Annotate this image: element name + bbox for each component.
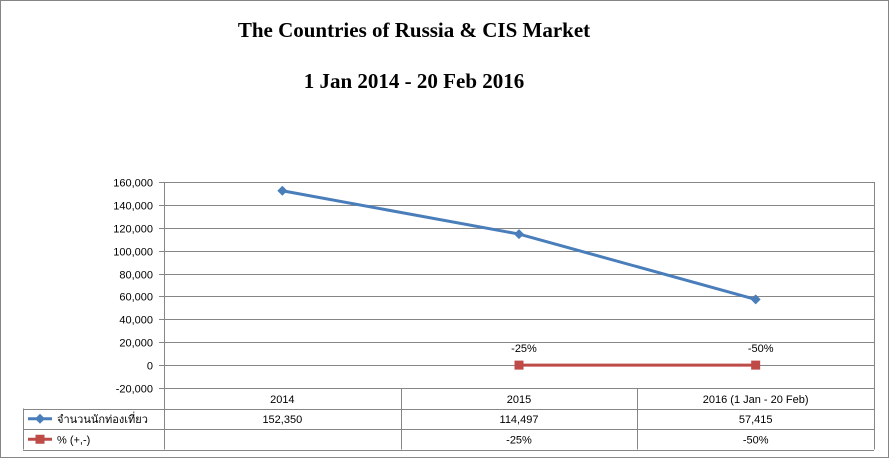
y-tick-label: 20,000 xyxy=(119,338,153,350)
data-point xyxy=(750,294,761,305)
data-point xyxy=(514,360,524,370)
x-tick-label: 2016 (1 Jan - 20 Feb) xyxy=(703,394,809,406)
table-cell-value: -25% xyxy=(506,434,532,446)
series-line xyxy=(282,189,757,301)
y-tick-label: 160,000 xyxy=(113,178,153,190)
chart-subtitle: 1 Jan 2014 - 20 Feb 2016 xyxy=(303,69,525,93)
table-cell-value: 114,497 xyxy=(500,414,539,426)
y-tick-label: 140,000 xyxy=(113,201,153,213)
data-point xyxy=(751,360,761,370)
table-cell-value: -50% xyxy=(743,434,769,446)
chart-title: The Countries of Russia & CIS Market xyxy=(237,18,591,42)
table-cell-value: 57,415 xyxy=(739,414,773,426)
data-point xyxy=(277,185,288,196)
legend-label: จำนวนนักท่องเที่ยว xyxy=(57,411,148,426)
table-cell-value: 152,350 xyxy=(262,414,302,426)
legend-label: % (+,-) xyxy=(57,434,90,446)
legend-key-marker xyxy=(35,434,45,444)
x-tick-label: 2015 xyxy=(507,394,531,406)
y-tick-label: 40,000 xyxy=(119,315,153,327)
x-tick-label: 2014 xyxy=(270,394,294,406)
legend-key-marker xyxy=(35,413,45,424)
y-tick-label: 120,000 xyxy=(113,224,153,236)
data-label: -25% xyxy=(511,343,537,355)
y-tick-label: -20,000 xyxy=(116,384,153,396)
y-tick-label: 100,000 xyxy=(113,247,153,259)
y-tick-label: 0 xyxy=(147,361,153,373)
data-label: -50% xyxy=(748,343,774,355)
y-tick-label: 80,000 xyxy=(119,270,153,282)
y-tick-label: 60,000 xyxy=(119,292,153,304)
data-point xyxy=(514,229,524,240)
